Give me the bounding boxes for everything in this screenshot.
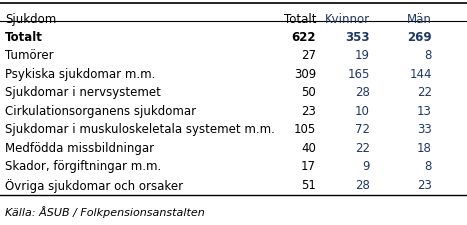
Text: 22: 22: [355, 141, 370, 154]
Text: Cirkulationsorganens sjukdomar: Cirkulationsorganens sjukdomar: [5, 104, 196, 117]
Text: 105: 105: [294, 123, 316, 136]
Text: 622: 622: [291, 31, 316, 44]
Text: Medfödda missbildningar: Medfödda missbildningar: [5, 141, 154, 154]
Text: 22: 22: [417, 86, 432, 99]
Text: 28: 28: [355, 178, 370, 191]
Text: Totalt: Totalt: [5, 31, 43, 44]
Text: 33: 33: [417, 123, 432, 136]
Text: Kvinnor: Kvinnor: [325, 13, 370, 26]
Text: 17: 17: [301, 160, 316, 173]
Text: 13: 13: [417, 104, 432, 117]
Text: 18: 18: [417, 141, 432, 154]
Text: Sjukdomar i muskuloskeletala systemet m.m.: Sjukdomar i muskuloskeletala systemet m.…: [5, 123, 275, 136]
Text: 40: 40: [301, 141, 316, 154]
Text: 23: 23: [417, 178, 432, 191]
Text: 19: 19: [355, 49, 370, 62]
Text: Totalt: Totalt: [283, 13, 316, 26]
Text: 309: 309: [294, 68, 316, 81]
Text: Psykiska sjukdomar m.m.: Psykiska sjukdomar m.m.: [5, 68, 156, 81]
Text: 269: 269: [407, 31, 432, 44]
Text: 51: 51: [301, 178, 316, 191]
Text: Källa: ÅSUB / Folkpensionsanstalten: Källa: ÅSUB / Folkpensionsanstalten: [5, 205, 205, 217]
Text: 8: 8: [425, 49, 432, 62]
Text: 10: 10: [355, 104, 370, 117]
Text: 50: 50: [301, 86, 316, 99]
Text: 144: 144: [410, 68, 432, 81]
Text: 165: 165: [347, 68, 370, 81]
Text: 27: 27: [301, 49, 316, 62]
Text: 8: 8: [425, 160, 432, 173]
Text: Män: Män: [407, 13, 432, 26]
Text: Skador, förgiftningar m.m.: Skador, förgiftningar m.m.: [5, 160, 161, 173]
Text: 9: 9: [362, 160, 370, 173]
Text: 72: 72: [355, 123, 370, 136]
Text: Sjukdom: Sjukdom: [5, 13, 56, 26]
Text: Tumörer: Tumörer: [5, 49, 54, 62]
Text: Övriga sjukdomar och orsaker: Övriga sjukdomar och orsaker: [5, 178, 183, 192]
Text: 23: 23: [301, 104, 316, 117]
Text: 353: 353: [346, 31, 370, 44]
Text: Sjukdomar i nervsystemet: Sjukdomar i nervsystemet: [5, 86, 161, 99]
Text: 28: 28: [355, 86, 370, 99]
